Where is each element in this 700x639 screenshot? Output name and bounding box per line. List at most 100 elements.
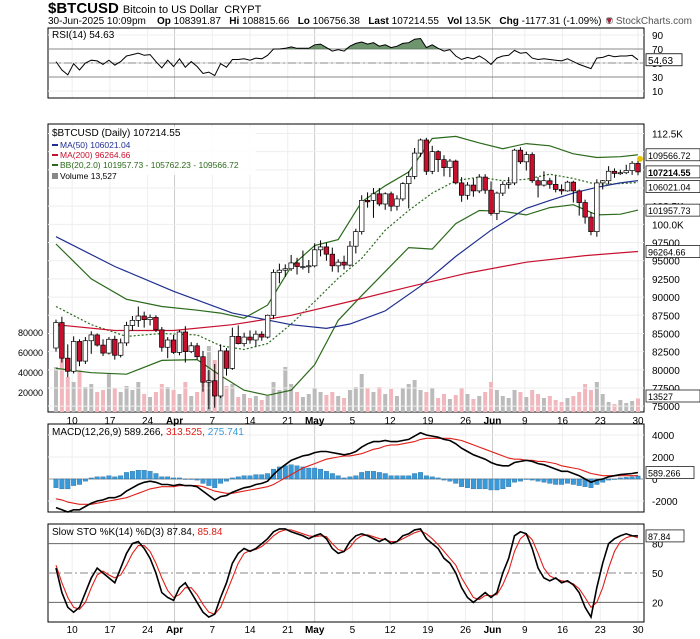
- x-tick-label: 10: [67, 625, 79, 636]
- volume-bar: [412, 380, 417, 412]
- candle-body: [253, 333, 259, 341]
- macd-histogram-bar: [94, 476, 100, 480]
- macd-histogram-bar: [306, 467, 312, 480]
- x-tick-label: 17: [104, 625, 116, 636]
- candle-body: [276, 269, 283, 273]
- macd-histogram-bar: [59, 478, 65, 490]
- volume-bar: [342, 398, 347, 412]
- x-tick-label: May: [305, 625, 325, 636]
- quote-date: 30-Jun-2025 10:09pm: [48, 16, 146, 27]
- volume-bar: [506, 398, 511, 412]
- bb-lower-line: [55, 204, 639, 396]
- symbol-title: $BTCUSD Bitcoin to US Dollar CRYPT: [48, 0, 261, 17]
- candle-body: [82, 340, 89, 362]
- candle-body: [476, 176, 482, 192]
- macd-histogram-bar: [200, 478, 206, 484]
- candle-body: [541, 180, 547, 186]
- volume-bar: [106, 374, 111, 412]
- macd-legend: MACD(12,26,9) 589.266, 313.525, 275.741: [52, 427, 244, 438]
- volume-bar: [277, 390, 282, 412]
- macd-histogram-bar: [406, 475, 412, 480]
- volume-bar: [183, 382, 188, 412]
- macd-histogram-bar: [494, 478, 500, 491]
- bb-upper-tag: 109566.72: [648, 151, 691, 161]
- candle-body: [511, 149, 518, 184]
- macd-histogram-bar: [188, 478, 194, 480]
- macd-histogram-bar: [441, 478, 447, 481]
- price-tick-label: 77500: [652, 384, 680, 395]
- volume-bar: [447, 399, 452, 412]
- candle-body: [594, 182, 600, 232]
- candle-body: [206, 380, 212, 383]
- event-marker: [637, 155, 643, 162]
- x-tick-label: 23: [595, 625, 607, 636]
- candle-body: [88, 334, 94, 342]
- candle-body: [635, 162, 641, 173]
- exchange: CRYPT: [224, 4, 262, 16]
- bb-mid-line: [55, 173, 639, 351]
- candle-body: [306, 265, 312, 268]
- x-tick-label: 10: [67, 416, 79, 427]
- candle-body: [135, 315, 141, 321]
- volume-bar: [95, 392, 100, 412]
- macd-tick-label: -2000: [652, 497, 678, 508]
- macd-histogram-bar: [376, 472, 382, 480]
- candle-body: [582, 202, 588, 218]
- macd-histogram-bar: [500, 478, 506, 490]
- price-tick-label: 100.0K: [652, 220, 684, 231]
- volume-bar: [559, 402, 564, 412]
- macd-histogram-bar: [177, 477, 182, 480]
- volume-legend: Volume 13,527: [60, 171, 117, 181]
- volume-bar: [224, 386, 229, 412]
- price-tick-label: 97500: [652, 239, 680, 250]
- macd-histogram-bar: [606, 478, 612, 481]
- macd-histogram-bar: [335, 475, 341, 480]
- candle-body: [605, 170, 612, 182]
- macd-tick-label: 0: [652, 475, 658, 486]
- candle-body: [188, 345, 194, 352]
- macd-histogram-bar: [623, 477, 629, 480]
- macd-histogram-bar: [459, 478, 465, 487]
- macd-histogram-bar: [300, 466, 306, 480]
- macd-histogram-bar: [318, 468, 323, 480]
- macd-histogram-bar: [129, 471, 135, 480]
- price-tick-label: 85000: [652, 329, 680, 340]
- candle-body: [329, 253, 335, 267]
- volume-bar: [489, 382, 494, 412]
- macd-histogram-bar: [282, 465, 288, 480]
- macd-histogram-bar: [106, 475, 112, 480]
- candle-body: [359, 200, 365, 232]
- macd-histogram-bar: [512, 478, 517, 483]
- x-tick-label: May: [305, 416, 325, 427]
- volume-bar: [65, 377, 70, 412]
- ma50-tag: 106021.04: [648, 183, 691, 193]
- macd-histogram-bar: [553, 478, 559, 485]
- volume-bar: [142, 394, 147, 412]
- rsi-legend: RSI(14) 54.63: [52, 30, 115, 41]
- x-tick-label: Jun: [484, 625, 502, 636]
- macd-last-tag-box: [645, 466, 695, 479]
- volume-bar: [594, 382, 599, 412]
- macd-histogram-bar: [218, 478, 224, 484]
- candle-body: [65, 357, 71, 372]
- candle-body: [529, 154, 535, 182]
- macd-histogram-bar: [535, 478, 541, 482]
- macd-histogram-bar: [559, 478, 565, 485]
- volume-bar: [83, 387, 88, 412]
- x-tick-label: 23: [595, 416, 607, 427]
- x-tick-label: Jun: [484, 416, 502, 427]
- macd-histogram-bar: [423, 475, 429, 480]
- macd-histogram-bar: [235, 476, 241, 480]
- volume-bar: [59, 332, 64, 412]
- candle-body: [294, 262, 300, 267]
- macd-histogram-bar: [341, 477, 347, 480]
- macd-line: [55, 431, 639, 513]
- x-tick-label: 24: [142, 416, 154, 427]
- candle-body: [147, 317, 153, 320]
- volume-bar: [153, 392, 158, 412]
- macd-histogram-bar: [617, 477, 623, 480]
- macd-histogram-bar: [77, 478, 82, 485]
- volume-bar: [306, 394, 311, 412]
- candle-body: [629, 162, 635, 171]
